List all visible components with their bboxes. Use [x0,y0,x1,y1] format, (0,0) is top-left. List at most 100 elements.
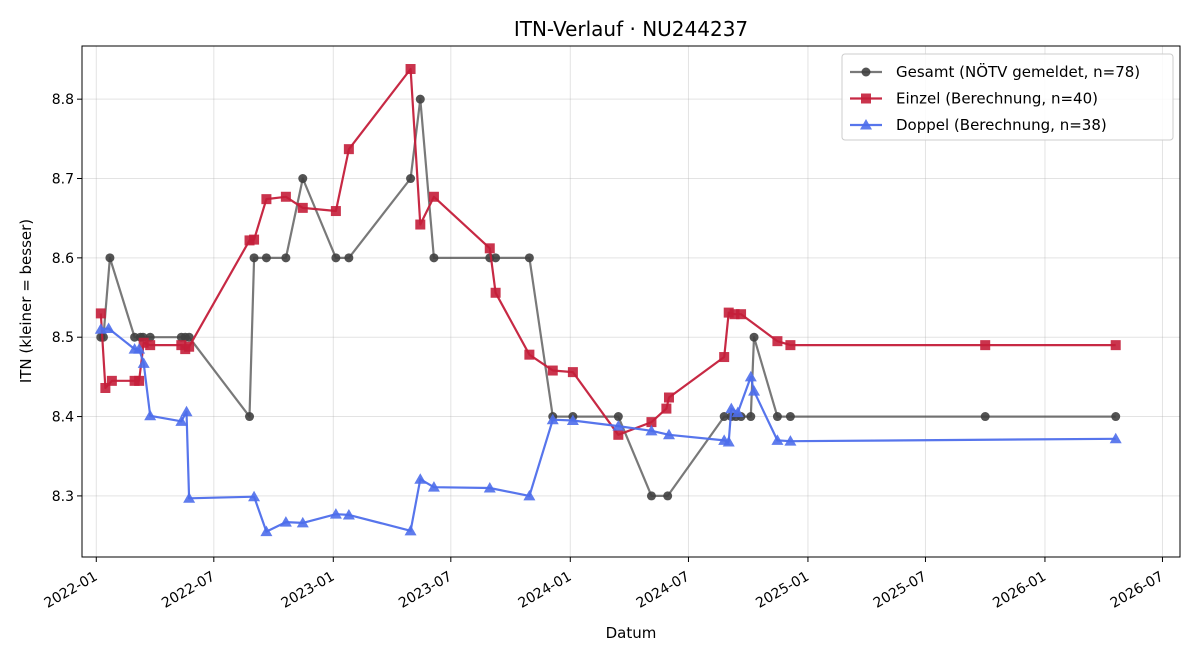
doppel-point [722,435,735,447]
einzel-point [646,417,657,428]
doppel-point [645,424,658,436]
einzel-point [723,307,734,318]
einzel-point [145,340,156,351]
gesamt-point [646,491,656,501]
gesamt-point [1111,412,1121,422]
plot-frame [81,45,1181,558]
gesamt-point [245,412,255,422]
doppel-point [784,435,797,446]
einzel-point [134,375,145,386]
einzel-point [343,144,354,155]
gesamt-point [261,253,271,263]
einzel-point [184,341,195,352]
einzel-point [729,309,740,320]
doppel-point [662,428,675,440]
einzel-point [249,234,260,245]
legend-label: Gesamt (NÖTV gemeldet, n=78) [896,62,1140,81]
einzel-point [567,367,578,378]
gesamt-point [281,253,291,263]
gesamt-point [785,412,795,422]
einzel-point [297,202,308,213]
doppel-point [342,508,355,520]
einzel-point [524,349,535,360]
series-3 [94,322,1122,537]
einzel-point [138,337,149,348]
legend-marker [861,93,871,104]
legend-label: Einzel (Berechnung, n=40) [896,90,1098,108]
doppel-point [180,405,193,417]
einzel-point [330,206,341,217]
einzel-point [1110,340,1121,351]
doppel-point [427,481,440,492]
gesamt-point [980,412,990,422]
einzel-point [261,194,272,205]
einzel-point [490,287,501,298]
y-axis-title: ITN (kleiner = besser) [17,219,35,383]
doppel-point [483,481,496,493]
doppel-point [771,434,784,445]
gesamt-point [298,174,308,184]
chart-title: ITN-Verlauf · NU244237 [514,17,748,41]
einzel-point [415,219,426,230]
doppel-point [144,409,157,421]
series-2 [95,64,1121,440]
gesamt-point [613,412,623,422]
doppel-point [133,343,146,354]
einzel-point [663,392,674,403]
gesamt-point [429,253,439,263]
y-tick-label: 8.8 [52,92,74,108]
y-tick-label: 8.5 [52,330,74,346]
gesamt-point [331,253,341,263]
y-tick-label: 8.4 [52,410,74,426]
gesamt-point [491,253,501,263]
doppel-point [566,414,579,426]
gesamt-point [746,412,756,422]
gesamt-point [524,253,534,263]
doppel-point [183,492,196,503]
gesamt-point [749,332,759,342]
doppel-point [404,524,417,536]
y-tick-label: 8.6 [52,251,74,267]
gesamt-point [406,174,416,184]
gesamt-point [184,332,194,342]
einzel-point [106,375,117,386]
legend: Gesamt (NÖTV gemeldet, n=78) Einzel (Bere… [841,53,1174,141]
gesamt-point [663,491,673,501]
einzel-point [980,340,991,351]
doppel-point [748,385,761,396]
doppel-point [279,516,292,527]
doppel-point [102,322,115,333]
y-tick-label: 8.3 [52,489,74,505]
einzel-point [772,336,783,347]
einzel-point [785,340,796,351]
y-tick-label: 8.7 [52,172,74,188]
legend-label: Doppel (Berechnung, n=38) [896,116,1107,134]
einzel-point [484,243,495,254]
doppel-point [260,525,273,537]
legend-box [841,53,1174,141]
einzel-point [661,403,672,414]
doppel-point [546,413,559,425]
gesamt-point [772,412,782,422]
y-axis: 8.3 8.4 8.5 8.6 8.7 8.8 [52,92,82,505]
doppel-point [731,406,744,418]
gesamt-point [415,94,425,104]
einzel-point [280,191,291,202]
einzel-point [736,309,747,320]
doppel-point [414,473,427,484]
gesamt-point [344,253,354,263]
einzel-point [95,308,106,319]
gesamt-point [105,253,115,263]
doppel-point [175,415,188,426]
einzel-point [100,382,111,393]
x-axis-title: Datum [606,624,657,642]
doppel-point [612,420,625,431]
einzel-point [613,429,624,440]
doppel-point [1109,432,1122,444]
doppel-point [248,490,261,502]
einzel-point [405,64,416,75]
doppel-point [523,489,536,501]
legend-marker [861,67,871,77]
doppel-point [744,370,757,382]
